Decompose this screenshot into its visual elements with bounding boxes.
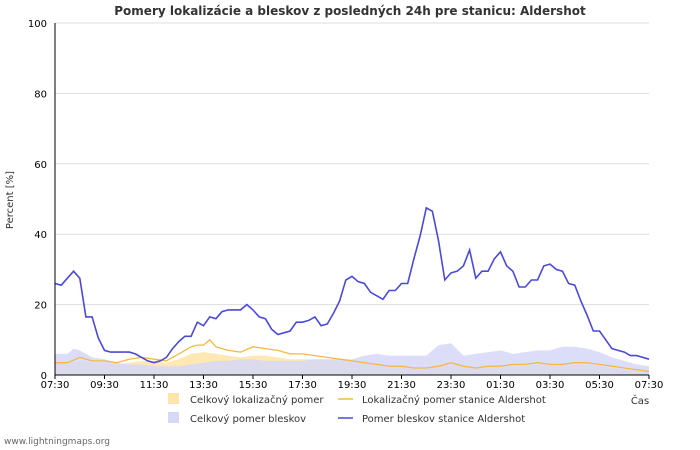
x-axis-label: Čas <box>631 394 649 407</box>
x-tick-label: 01:30 <box>486 380 515 391</box>
y-tick-label: 0 <box>41 371 47 382</box>
x-tick-label: 03:30 <box>536 380 565 391</box>
legend: Celkový lokalizačný pomer Lokalizačný pom… <box>168 393 546 425</box>
legend-label: Celkový pomer bleskov <box>190 413 306 425</box>
legend-label: Celkový lokalizačný pomer <box>190 394 324 406</box>
footer-credit: www.lightningmaps.org <box>4 437 110 447</box>
x-tick-label: 23:30 <box>437 380 466 391</box>
legend-label: Lokalizačný pomer stanice Aldershot <box>362 394 546 406</box>
x-tick-label: 13:30 <box>189 380 218 391</box>
x-tick-label: 17:30 <box>288 380 317 391</box>
x-tick-label: 09:30 <box>90 380 119 391</box>
x-tick-labels: 07:30 09:30 11:30 13:30 15:30 17:30 19:30 21:30… <box>41 380 664 391</box>
x-tick-label: 11:30 <box>140 380 169 391</box>
legend-label: Pomer bleskov stanice Aldershot <box>362 414 525 425</box>
y-axis-label: Percent [%] <box>5 171 16 229</box>
x-tick-label: 07:30 <box>41 380 70 391</box>
x-tick-label: 15:30 <box>239 380 268 391</box>
y-tick-label: 20 <box>34 301 47 312</box>
legend-swatch <box>168 393 179 404</box>
y-tick-label: 40 <box>34 230 47 241</box>
grid <box>54 22 650 379</box>
y-tick-label: 60 <box>34 160 47 171</box>
chart-title: Pomery lokalizácie a bleskov z poslednýc… <box>114 4 586 18</box>
line-pomer-bleskov-stanice-aldershot <box>54 206 650 364</box>
x-tick-label: 19:30 <box>338 380 367 391</box>
x-tick-label: 07:30 <box>635 380 664 391</box>
area-celkový-pomer-bleskov <box>55 343 649 375</box>
area-series <box>55 343 649 375</box>
y-tick-label: 100 <box>28 19 47 30</box>
x-tick-label: 05:30 <box>585 380 614 391</box>
y-tick-labels: 0 20 40 60 80 100 <box>28 19 47 382</box>
x-tick-label: 21:30 <box>387 380 416 391</box>
axes <box>54 23 649 376</box>
legend-swatch <box>168 412 179 423</box>
line-lokalizačný-pomer-stanice-aldershot <box>55 338 650 373</box>
y-tick-label: 80 <box>34 89 47 100</box>
line-series <box>54 206 650 373</box>
